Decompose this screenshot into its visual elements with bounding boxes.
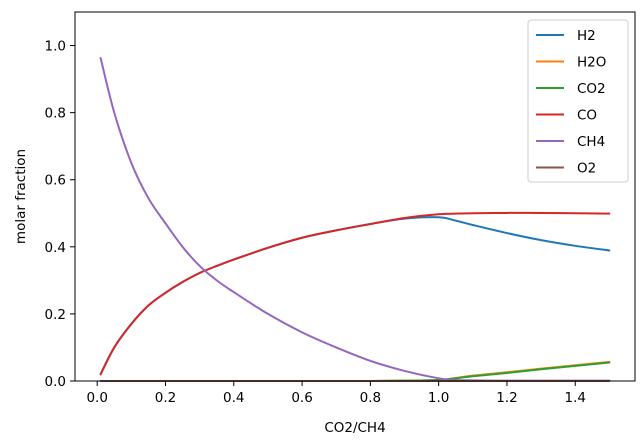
- series-line-co: [99, 211, 611, 376]
- y-tick-label: 0.4: [45, 240, 66, 256]
- legend-label-co2: CO2: [577, 81, 606, 97]
- x-tick-label: 0.0: [86, 390, 107, 406]
- legend-label-h2: H2: [577, 28, 596, 44]
- x-tick-label: 0.8: [360, 390, 381, 406]
- x-tick-label: 0.4: [223, 390, 244, 406]
- legend-label-h2o: H2O: [577, 55, 606, 71]
- x-tick-label: 1.0: [428, 390, 449, 406]
- y-tick-label: 1.0: [45, 39, 66, 55]
- x-tick-label: 0.6: [291, 390, 312, 406]
- x-tick-label: 0.2: [155, 390, 176, 406]
- y-axis-label: molar fraction: [13, 149, 29, 244]
- x-tick-label: 1.2: [496, 390, 517, 406]
- x-tick-label: 1.4: [565, 390, 586, 406]
- y-tick-label: 0.2: [45, 307, 66, 323]
- legend: H2 H2O CO2 CO CH4 O2: [527, 19, 629, 183]
- x-axis-label: CO2/CH4: [324, 420, 385, 436]
- legend-label-co: CO: [577, 108, 597, 124]
- legend-label-o2: O2: [577, 161, 596, 177]
- legend-label-ch4: CH4: [577, 134, 605, 150]
- y-tick-label: 0.0: [45, 374, 66, 390]
- axis-ticks: 0.0 0.2 0.4 0.6 0.8 1.0 1.2 1.4 0.0 0.2 0.4 0.6 0.8 1…: [45, 39, 586, 406]
- legend-box: [527, 19, 629, 183]
- y-tick-label: 0.6: [45, 173, 66, 189]
- plot-area-frame: [74, 11, 636, 382]
- y-tick-label: 0.8: [45, 106, 66, 122]
